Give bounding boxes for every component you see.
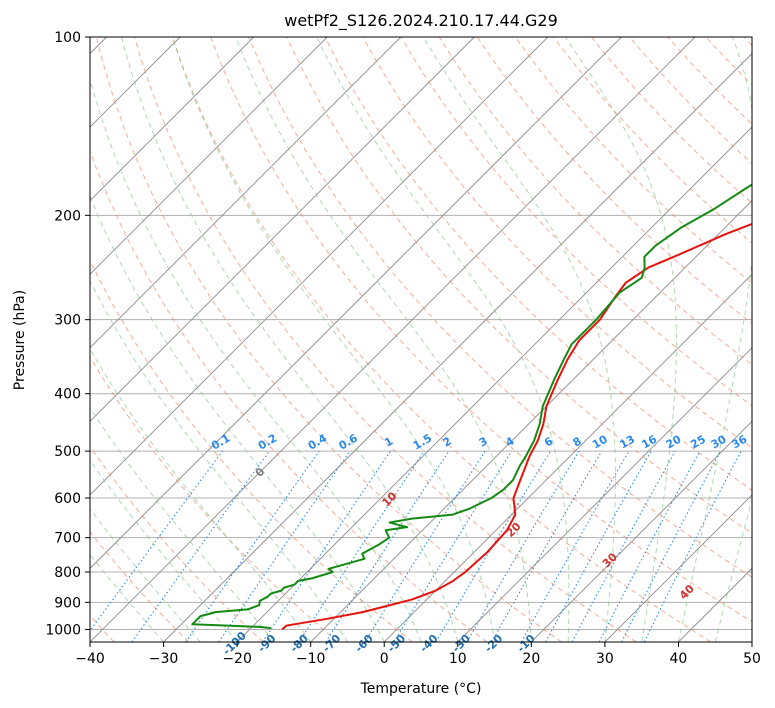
dry-adiabat-line bbox=[90, 259, 413, 642]
isotherm-line bbox=[457, 347, 752, 642]
y-tick-label: 500 bbox=[54, 444, 81, 460]
isotherm-line bbox=[90, 37, 254, 202]
dry-adiabat-line bbox=[248, 37, 752, 578]
moist-adiabat-line bbox=[90, 348, 312, 642]
temperature-profile-line bbox=[281, 222, 752, 631]
y-tick-label: 200 bbox=[54, 208, 81, 224]
y-tick-label: 300 bbox=[54, 313, 81, 329]
dry-adiabat-line bbox=[286, 37, 752, 534]
y-tick-label: 600 bbox=[54, 491, 81, 507]
x-axis-label: Temperature (°C) bbox=[360, 681, 482, 697]
mixing-ratio-line bbox=[393, 450, 513, 642]
y-tick-label: 100 bbox=[54, 30, 81, 46]
chart-title: wetPf2_S126.2024.210.17.44.G29 bbox=[284, 11, 558, 31]
mixing-ratio-line bbox=[325, 450, 450, 642]
grid-layer bbox=[90, 37, 752, 630]
isotherm-line bbox=[90, 37, 622, 570]
isotherm-line bbox=[90, 37, 696, 642]
moist-adiabat-line bbox=[121, 37, 459, 642]
x-tick-label: 50 bbox=[743, 651, 761, 667]
moist-adiabat-line bbox=[90, 77, 422, 642]
x-tick-label: −20 bbox=[222, 651, 252, 667]
moist-adiabat-line bbox=[171, 37, 496, 642]
x-tick-label: −40 bbox=[75, 651, 105, 667]
dry-adiabat-line bbox=[134, 37, 637, 642]
isotherm-line bbox=[90, 37, 475, 422]
mixing-ratio-line bbox=[185, 450, 320, 642]
moist-adiabat-line bbox=[90, 459, 238, 642]
x-tick-label: −10 bbox=[296, 651, 326, 667]
dry-adiabat-line bbox=[400, 37, 752, 407]
dry-adiabat-line bbox=[210, 37, 752, 623]
isotherm-line bbox=[90, 37, 328, 275]
mixing-ratio-line bbox=[571, 450, 676, 642]
moist-adiabat-line bbox=[316, 37, 570, 642]
x-tick-label: 20 bbox=[522, 651, 540, 667]
moist-adiabat-line bbox=[90, 553, 164, 642]
dry-adiabat-line bbox=[514, 37, 752, 284]
isotherm-line bbox=[531, 420, 752, 642]
x-tick-label: −30 bbox=[149, 651, 179, 667]
y-tick-label: 1000 bbox=[45, 622, 81, 638]
mixing-ratio-layer bbox=[90, 450, 742, 642]
y-axis-ticks: 100 200 300 400 500 600 700 800 900 1000 bbox=[45, 30, 90, 638]
moist-adiabat-line bbox=[235, 37, 532, 642]
isotherm-line bbox=[383, 273, 752, 642]
moist-adiabat-line bbox=[90, 406, 275, 642]
dry-adiabat-line bbox=[90, 149, 488, 642]
y-tick-label: 900 bbox=[54, 595, 81, 611]
dewpoint-profile-line bbox=[191, 183, 752, 630]
moist-adiabat-line bbox=[90, 508, 201, 642]
x-tick-label: 0 bbox=[380, 651, 389, 667]
isotherm-line bbox=[163, 52, 752, 642]
moist-adiabat-line bbox=[423, 37, 616, 642]
moist-adiabat-line bbox=[90, 195, 385, 642]
y-tick-label: 800 bbox=[54, 565, 81, 581]
dry-adiabat-line bbox=[438, 37, 752, 366]
mixing-ratio-line bbox=[262, 450, 391, 642]
isotherm-line bbox=[90, 37, 402, 349]
dry-adiabat-line bbox=[90, 355, 339, 642]
isotherm-line bbox=[90, 37, 549, 496]
dry-adiabat-line bbox=[90, 445, 264, 642]
mixing-ratio-line bbox=[643, 450, 742, 642]
dry-adiabat-line bbox=[172, 37, 712, 642]
x-tick-label: 10 bbox=[449, 651, 467, 667]
dry-adiabat-line bbox=[90, 531, 190, 642]
y-tick-label: 400 bbox=[54, 387, 81, 403]
y-tick-label: 700 bbox=[54, 531, 81, 547]
moist-adiabat-line bbox=[564, 37, 677, 642]
mixing-ratio-line bbox=[520, 450, 630, 642]
mixing-ratio-line bbox=[90, 450, 223, 632]
dry-adiabat-layer bbox=[90, 37, 752, 642]
x-tick-label: 40 bbox=[670, 651, 688, 667]
mixing-ratio-line bbox=[218, 450, 351, 642]
dry-adiabat-line bbox=[95, 37, 562, 642]
series-layer bbox=[191, 183, 752, 631]
x-axis-ticks: −40 −30 −20 −10 0 10 20 30 40 50 bbox=[75, 642, 761, 667]
isotherm-line bbox=[236, 126, 752, 642]
isotherm-line bbox=[604, 494, 752, 642]
isotherm-layer bbox=[90, 37, 752, 642]
mixing-ratio-line bbox=[545, 450, 652, 642]
mixing-ratio-line bbox=[131, 450, 270, 642]
x-tick-label: 30 bbox=[596, 651, 614, 667]
y-axis-label: Pressure (hPa) bbox=[12, 290, 28, 390]
plot-frame bbox=[89, 36, 753, 643]
